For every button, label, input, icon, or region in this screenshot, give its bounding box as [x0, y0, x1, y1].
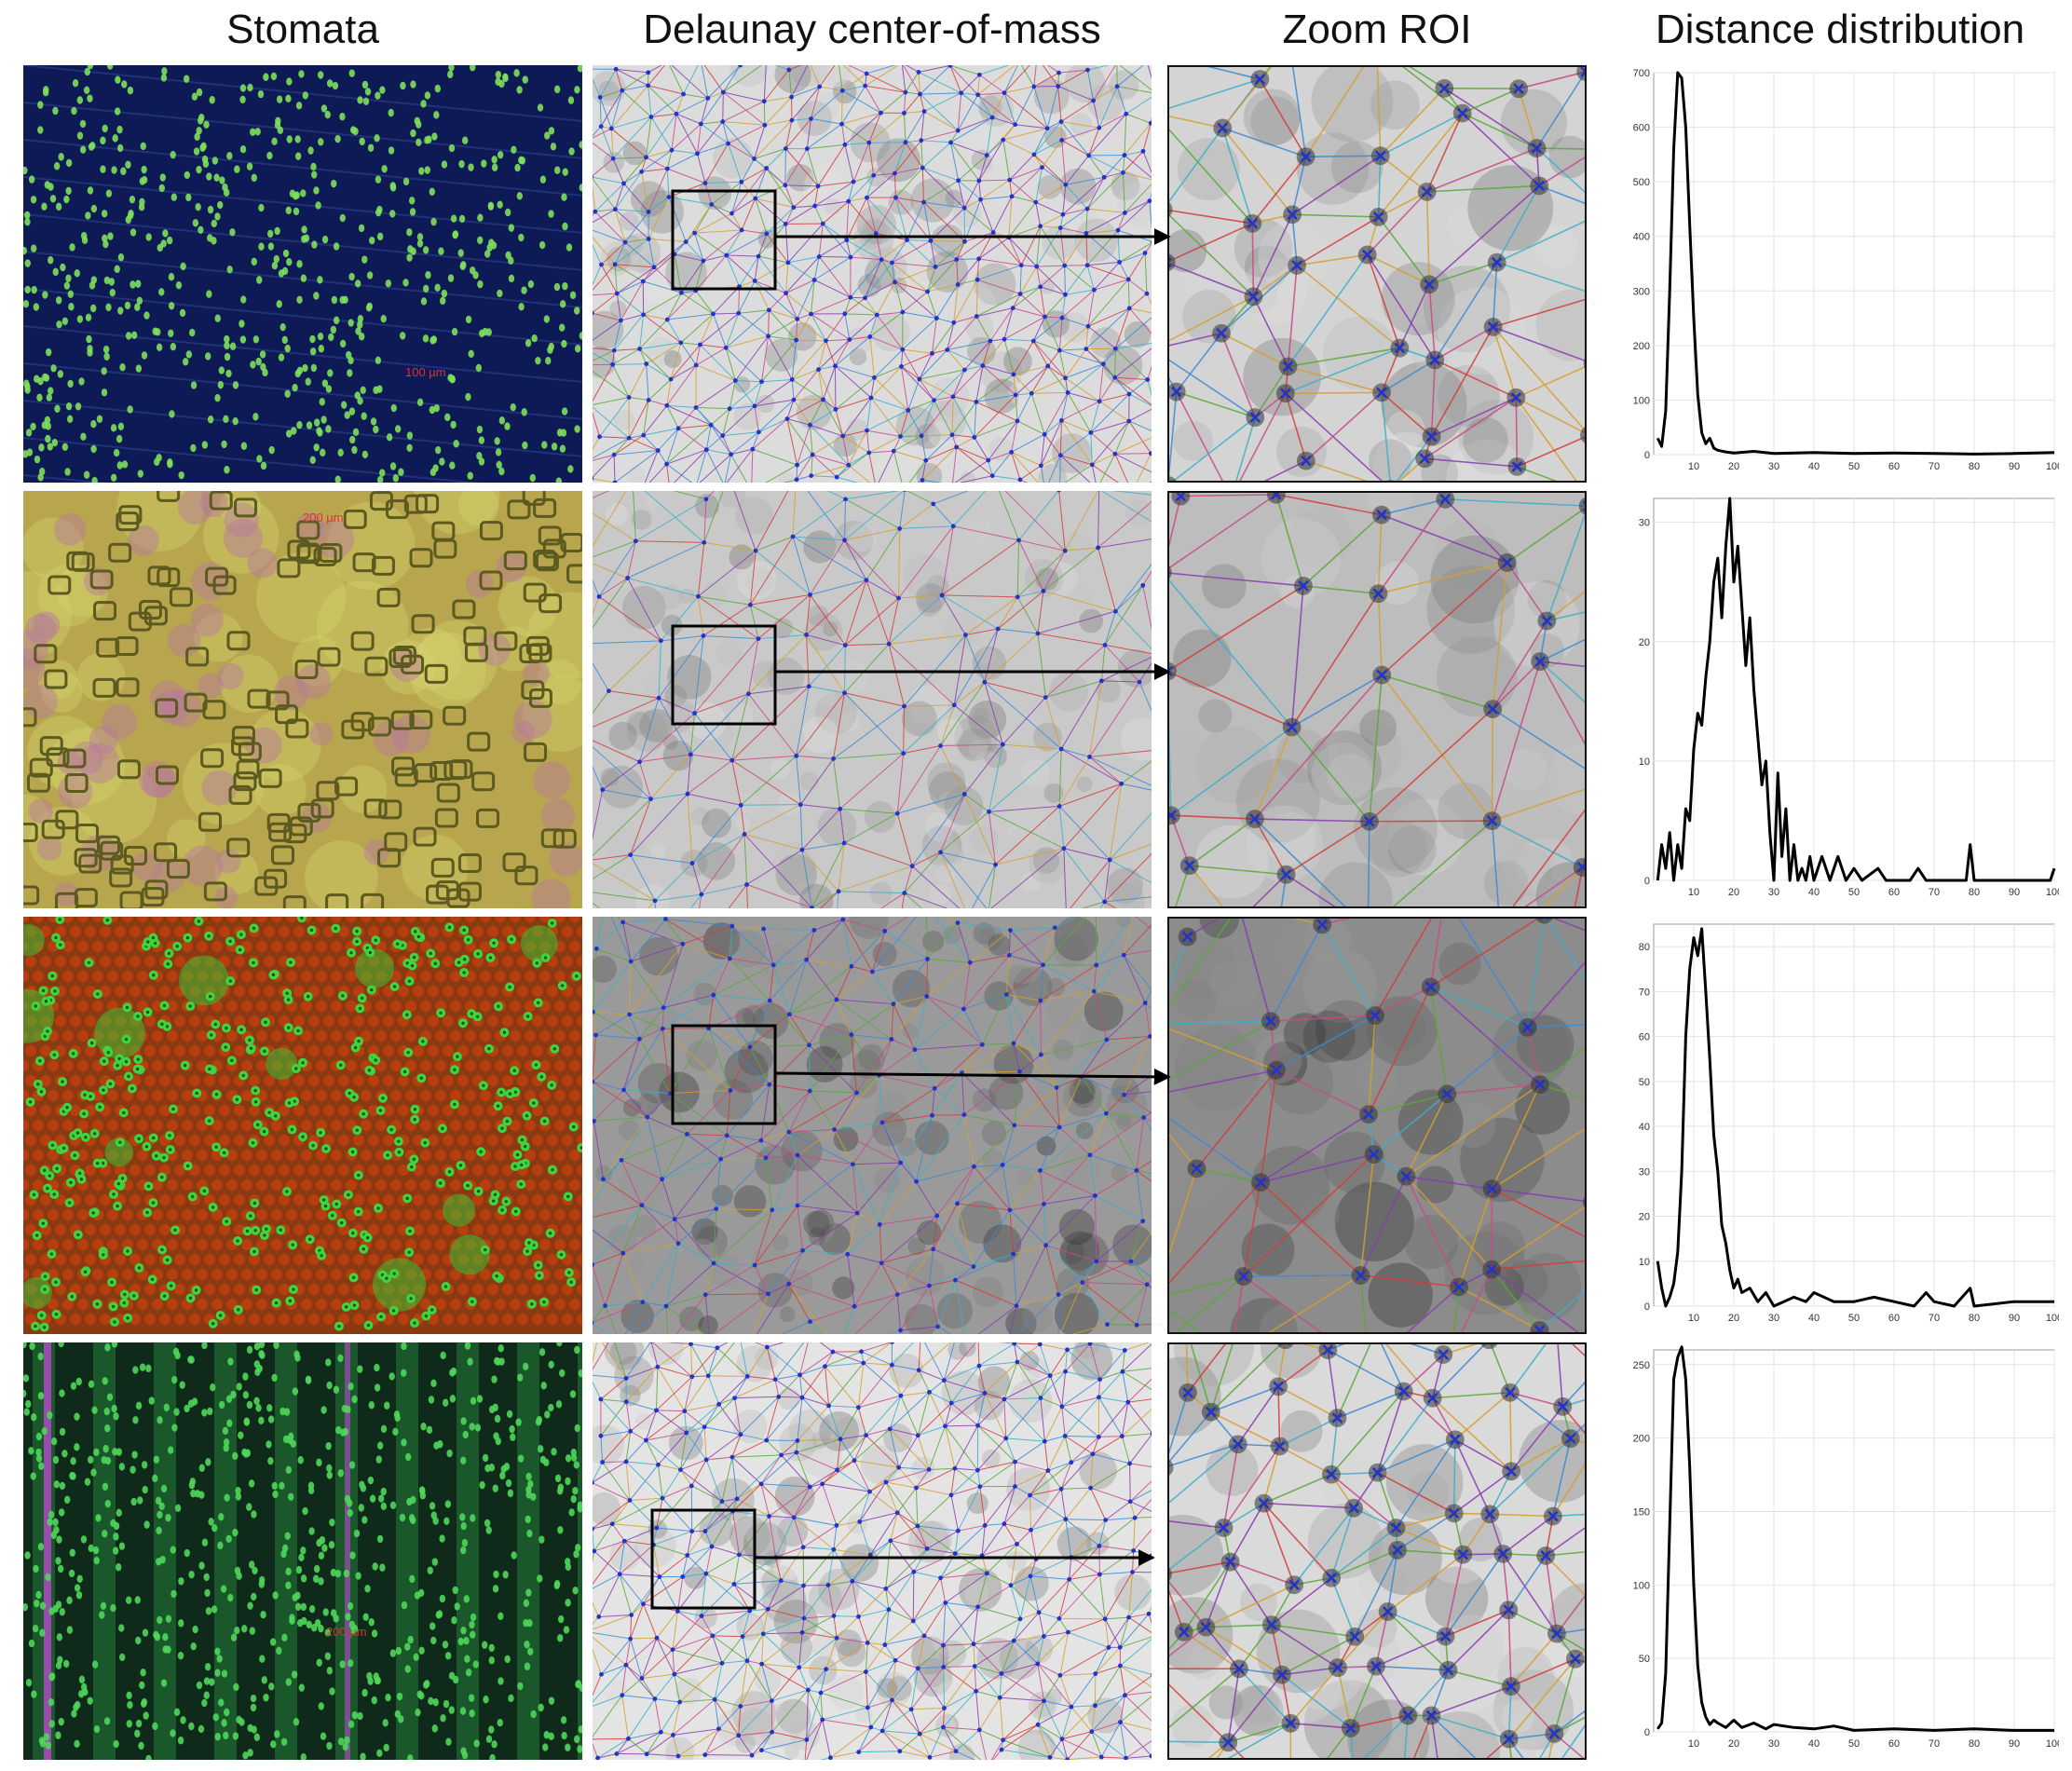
zoom-roi-panel-2	[1167, 491, 1587, 908]
y-tick-label: 300	[1633, 286, 1650, 297]
delaunay-panel-2	[593, 491, 1152, 908]
scale-bar-label: 200 µm	[326, 1625, 367, 1639]
x-tick-label: 80	[1969, 1738, 1980, 1750]
y-tick-label: 10	[1639, 1257, 1650, 1268]
delaunay-panel-3	[593, 917, 1152, 1334]
distance-histogram-4: 10 20 30 40 50 60 70 80 90 100 0 50 100 150 200 250	[1621, 1342, 2059, 1760]
x-tick-label: 30	[1768, 1738, 1779, 1750]
distance-histogram-1: 10 20 30 40 50 60 70 80 90 100 0 100 200 300 400 500 600…	[1621, 65, 2059, 483]
x-tick-label: 60	[1888, 1313, 1900, 1324]
x-tick-label: 50	[1848, 461, 1860, 472]
stomata-image-4	[23, 1342, 582, 1760]
y-tick-label: 700	[1633, 68, 1650, 79]
y-tick-label: 60	[1639, 1032, 1650, 1043]
x-tick-label: 100	[2046, 1313, 2059, 1324]
x-tick-label: 20	[1728, 887, 1739, 898]
x-tick-label: 50	[1848, 1313, 1860, 1324]
zoom-roi-panel-3	[1167, 917, 1587, 1334]
y-tick-label: 0	[1644, 450, 1650, 461]
x-tick-label: 90	[2009, 1313, 2020, 1324]
x-tick-label: 80	[1969, 461, 1980, 472]
y-tick-label: 40	[1639, 1122, 1650, 1133]
y-tick-label: 200	[1633, 341, 1650, 352]
histogram-line	[1656, 497, 2056, 882]
x-tick-label: 30	[1768, 887, 1779, 898]
x-tick-label: 70	[1929, 1313, 1940, 1324]
x-tick-label: 10	[1688, 1738, 1699, 1750]
x-tick-label: 40	[1808, 461, 1820, 472]
stomata-image-2	[23, 491, 582, 908]
column-title-distance: Distance distribution	[1655, 7, 2025, 52]
y-tick-label: 500	[1633, 177, 1650, 188]
x-tick-label: 60	[1888, 461, 1900, 472]
histogram-line	[1656, 927, 2054, 1308]
x-tick-label: 90	[2009, 887, 2020, 898]
stomata-image-1	[23, 65, 582, 483]
y-tick-label: 400	[1633, 232, 1650, 243]
y-tick-label: 100	[1633, 1580, 1650, 1591]
x-tick-label: 60	[1888, 1738, 1900, 1750]
x-tick-label: 100	[2046, 461, 2059, 472]
y-tick-label: 600	[1633, 123, 1650, 134]
y-tick-label: 150	[1633, 1506, 1650, 1518]
x-tick-label: 40	[1808, 887, 1820, 898]
y-tick-label: 30	[1639, 1166, 1650, 1178]
x-tick-label: 10	[1688, 887, 1699, 898]
y-tick-label: 30	[1639, 518, 1650, 529]
histogram-line	[1656, 71, 2055, 456]
x-tick-label: 100	[2046, 1738, 2059, 1750]
x-tick-label: 90	[2009, 461, 2020, 472]
x-tick-label: 70	[1929, 887, 1940, 898]
y-tick-label: 10	[1639, 756, 1650, 768]
x-tick-label: 30	[1768, 1313, 1779, 1324]
y-tick-label: 20	[1639, 637, 1650, 648]
delaunay-panel-4	[593, 1342, 1152, 1760]
column-title-stomata: Stomata	[226, 7, 379, 52]
histogram-line	[1656, 1345, 2054, 1732]
x-tick-label: 30	[1768, 461, 1779, 472]
scale-bar-label: 100 µm	[405, 365, 446, 379]
y-tick-label: 0	[1644, 1301, 1650, 1313]
x-tick-label: 100	[2046, 887, 2059, 898]
delaunay-panel-1	[593, 65, 1152, 483]
scale-bar-label: 200 µm	[303, 511, 344, 524]
y-tick-label: 200	[1633, 1434, 1650, 1445]
x-tick-label: 50	[1848, 887, 1860, 898]
zoom-roi-panel-1	[1167, 65, 1587, 483]
x-tick-label: 20	[1728, 1313, 1739, 1324]
x-tick-label: 60	[1888, 887, 1900, 898]
x-tick-label: 70	[1929, 1738, 1940, 1750]
distance-histogram-2: 10 20 30 40 50 60 70 80 90 100 0 10 20 30	[1621, 491, 2059, 908]
x-tick-label: 70	[1929, 461, 1940, 472]
distance-histogram-3: 10 20 30 40 50 60 70 80 90 100 0 10 20 30 40 50 60 70 80	[1621, 917, 2059, 1334]
y-tick-label: 70	[1639, 987, 1650, 998]
x-tick-label: 50	[1848, 1738, 1860, 1750]
x-tick-label: 80	[1969, 1313, 1980, 1324]
x-tick-label: 40	[1808, 1738, 1820, 1750]
y-tick-label: 0	[1644, 1727, 1650, 1738]
x-tick-label: 90	[2009, 1738, 2020, 1750]
y-tick-label: 250	[1633, 1360, 1650, 1371]
x-tick-label: 10	[1688, 461, 1699, 472]
zoom-roi-panel-4	[1167, 1342, 1587, 1760]
x-tick-label: 80	[1969, 887, 1980, 898]
y-tick-label: 0	[1644, 876, 1650, 887]
x-tick-label: 20	[1728, 1738, 1739, 1750]
column-title-delaunay: Delaunay center-of-mass	[643, 7, 1101, 52]
x-tick-label: 20	[1728, 461, 1739, 472]
x-tick-label: 10	[1688, 1313, 1699, 1324]
stomata-image-3	[23, 917, 582, 1334]
y-tick-label: 80	[1639, 942, 1650, 953]
y-tick-label: 20	[1639, 1212, 1650, 1223]
column-title-zoom: Zoom ROI	[1282, 7, 1472, 52]
y-tick-label: 100	[1633, 395, 1650, 406]
y-tick-label: 50	[1639, 1077, 1650, 1088]
x-tick-label: 40	[1808, 1313, 1820, 1324]
y-tick-label: 50	[1639, 1654, 1650, 1665]
